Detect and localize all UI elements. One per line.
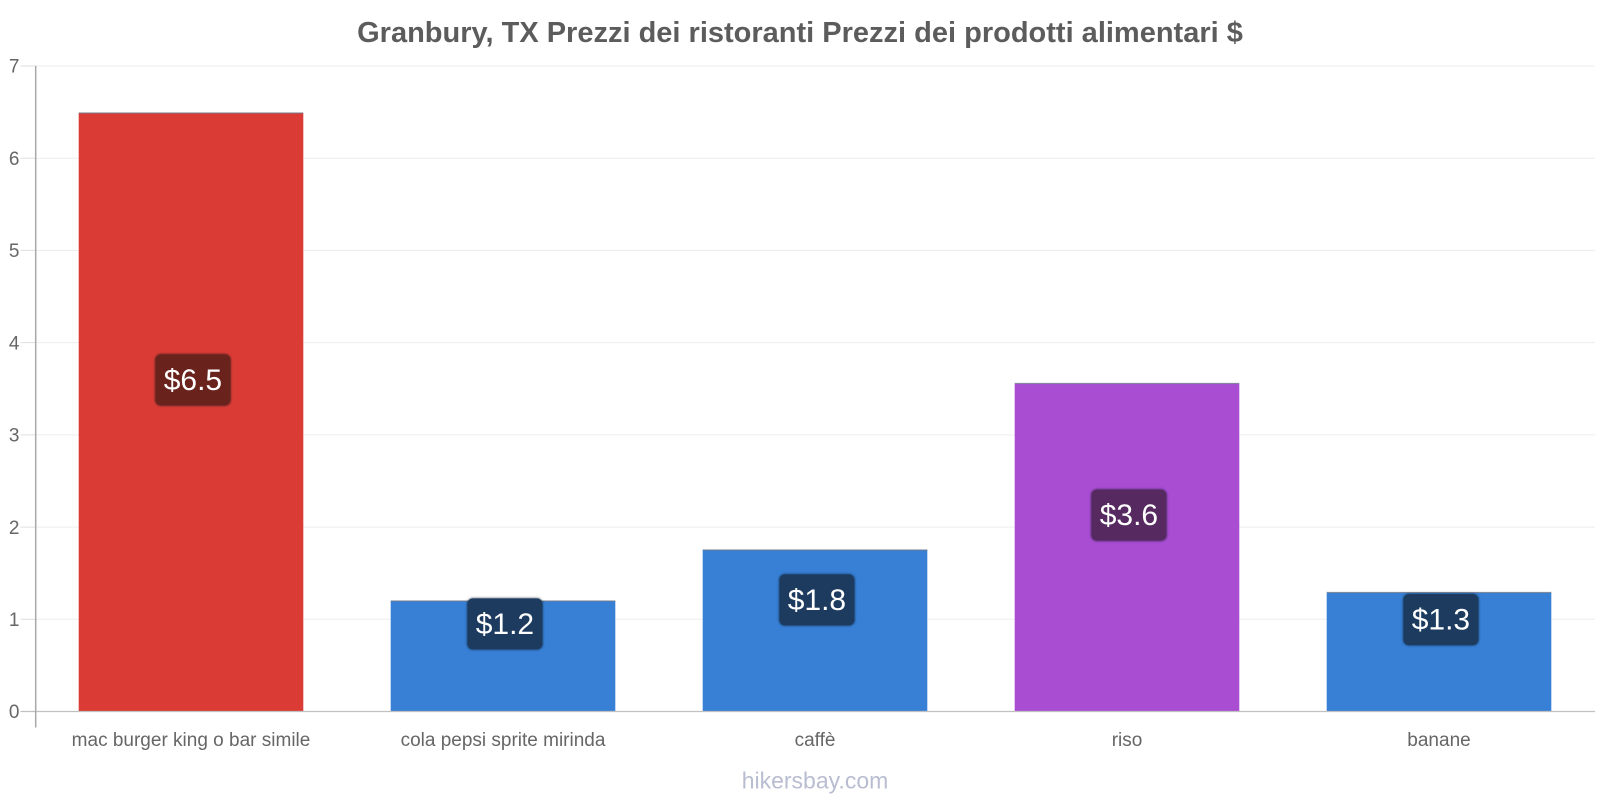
svg-text:$1.8: $1.8 bbox=[788, 584, 846, 617]
svg-text:$6.5: $6.5 bbox=[164, 364, 222, 397]
svg-text:0: 0 bbox=[9, 702, 20, 723]
svg-text:$3.6: $3.6 bbox=[1100, 499, 1158, 532]
svg-text:3: 3 bbox=[9, 426, 20, 447]
svg-text:5: 5 bbox=[9, 241, 20, 262]
svg-text:riso: riso bbox=[1112, 730, 1143, 751]
svg-text:Granbury, TX Prezzi dei ristor: Granbury, TX Prezzi dei ristoranti Prezz… bbox=[357, 17, 1243, 49]
svg-text:$1.3: $1.3 bbox=[1412, 604, 1470, 637]
svg-text:cola pepsi sprite mirinda: cola pepsi sprite mirinda bbox=[401, 730, 606, 751]
svg-text:1: 1 bbox=[9, 610, 20, 631]
svg-text:2: 2 bbox=[9, 518, 20, 539]
svg-text:4: 4 bbox=[9, 333, 20, 354]
svg-text:7: 7 bbox=[9, 57, 20, 78]
svg-text:banane: banane bbox=[1407, 730, 1470, 751]
svg-text:6: 6 bbox=[9, 149, 20, 170]
svg-text:$1.2: $1.2 bbox=[476, 608, 534, 641]
svg-text:caffè: caffè bbox=[795, 730, 836, 751]
svg-text:mac burger king o bar simile: mac burger king o bar simile bbox=[72, 730, 311, 751]
svg-text:hikersbay.com: hikersbay.com bbox=[742, 768, 889, 794]
